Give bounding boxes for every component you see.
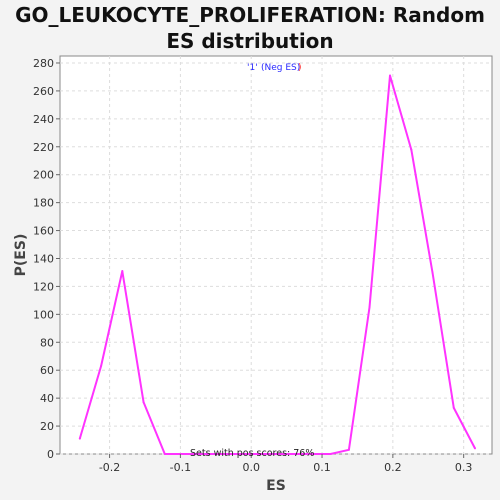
data-point <box>206 453 209 455</box>
series-line <box>78 74 476 455</box>
chart-title: GO_LEUKOCYTE_PROLIFERATION: Random ES di… <box>15 3 485 53</box>
y-tick-label: 80 <box>40 336 54 349</box>
series-layer <box>78 74 477 455</box>
x-tick-label: 0.0 <box>242 461 260 474</box>
pos-scores-annotation: Sets with pos scores: 76% <box>190 448 314 459</box>
data-point <box>347 448 350 451</box>
legend-label-1: '1' <box>247 63 258 73</box>
data-point <box>452 406 455 409</box>
data-point <box>368 306 371 309</box>
data-point <box>185 453 188 455</box>
data-point <box>389 74 392 77</box>
axes-layer: 0 20 40 60 80 100 120 140 160 180 200 220 240 260 280 -… <box>33 57 472 474</box>
y-tick-label: 60 <box>40 364 54 377</box>
data-point <box>121 270 124 273</box>
y-tick-label: 0 <box>47 448 54 461</box>
plot-area <box>59 55 493 455</box>
x-axis-label: ES <box>266 478 286 494</box>
data-point <box>410 148 413 151</box>
data-point <box>431 271 434 274</box>
data-point <box>142 401 145 404</box>
y-tick-label: 140 <box>33 252 54 265</box>
x-tick-label: -0.1 <box>170 461 191 474</box>
y-tick-label: 240 <box>33 113 54 126</box>
grid-lines <box>60 56 492 455</box>
x-tick-label: 0.2 <box>384 461 402 474</box>
y-tick-label: 200 <box>33 169 54 182</box>
y-axis-label: P(ES) <box>13 234 29 277</box>
y-tick-label: 160 <box>33 225 54 238</box>
y-tick-label: 180 <box>33 197 54 210</box>
y-tick-label: 120 <box>33 280 54 293</box>
x-tick-label: 0.1 <box>313 461 331 474</box>
data-point <box>329 453 332 455</box>
data-point <box>270 453 273 455</box>
data-point <box>100 365 103 368</box>
data-point <box>312 453 315 455</box>
data-point <box>474 447 477 450</box>
x-tick-label: -0.2 <box>99 461 120 474</box>
data-point <box>227 453 230 455</box>
x-tick-label: 0.3 <box>455 461 473 474</box>
y-tick-label: 260 <box>33 85 54 98</box>
data-point <box>78 437 81 440</box>
y-tick-label: 100 <box>33 308 54 321</box>
data-point <box>291 453 294 455</box>
data-point <box>163 453 166 455</box>
legend-label-close: ) <box>298 63 302 73</box>
y-tick-label: 20 <box>40 420 54 433</box>
y-tick-label: 40 <box>40 392 54 405</box>
y-tick-label: 280 <box>33 57 54 70</box>
data-point <box>248 453 251 455</box>
y-tick-label: 220 <box>33 141 54 154</box>
legend-label-neg: (Neg ES) <box>261 63 300 73</box>
